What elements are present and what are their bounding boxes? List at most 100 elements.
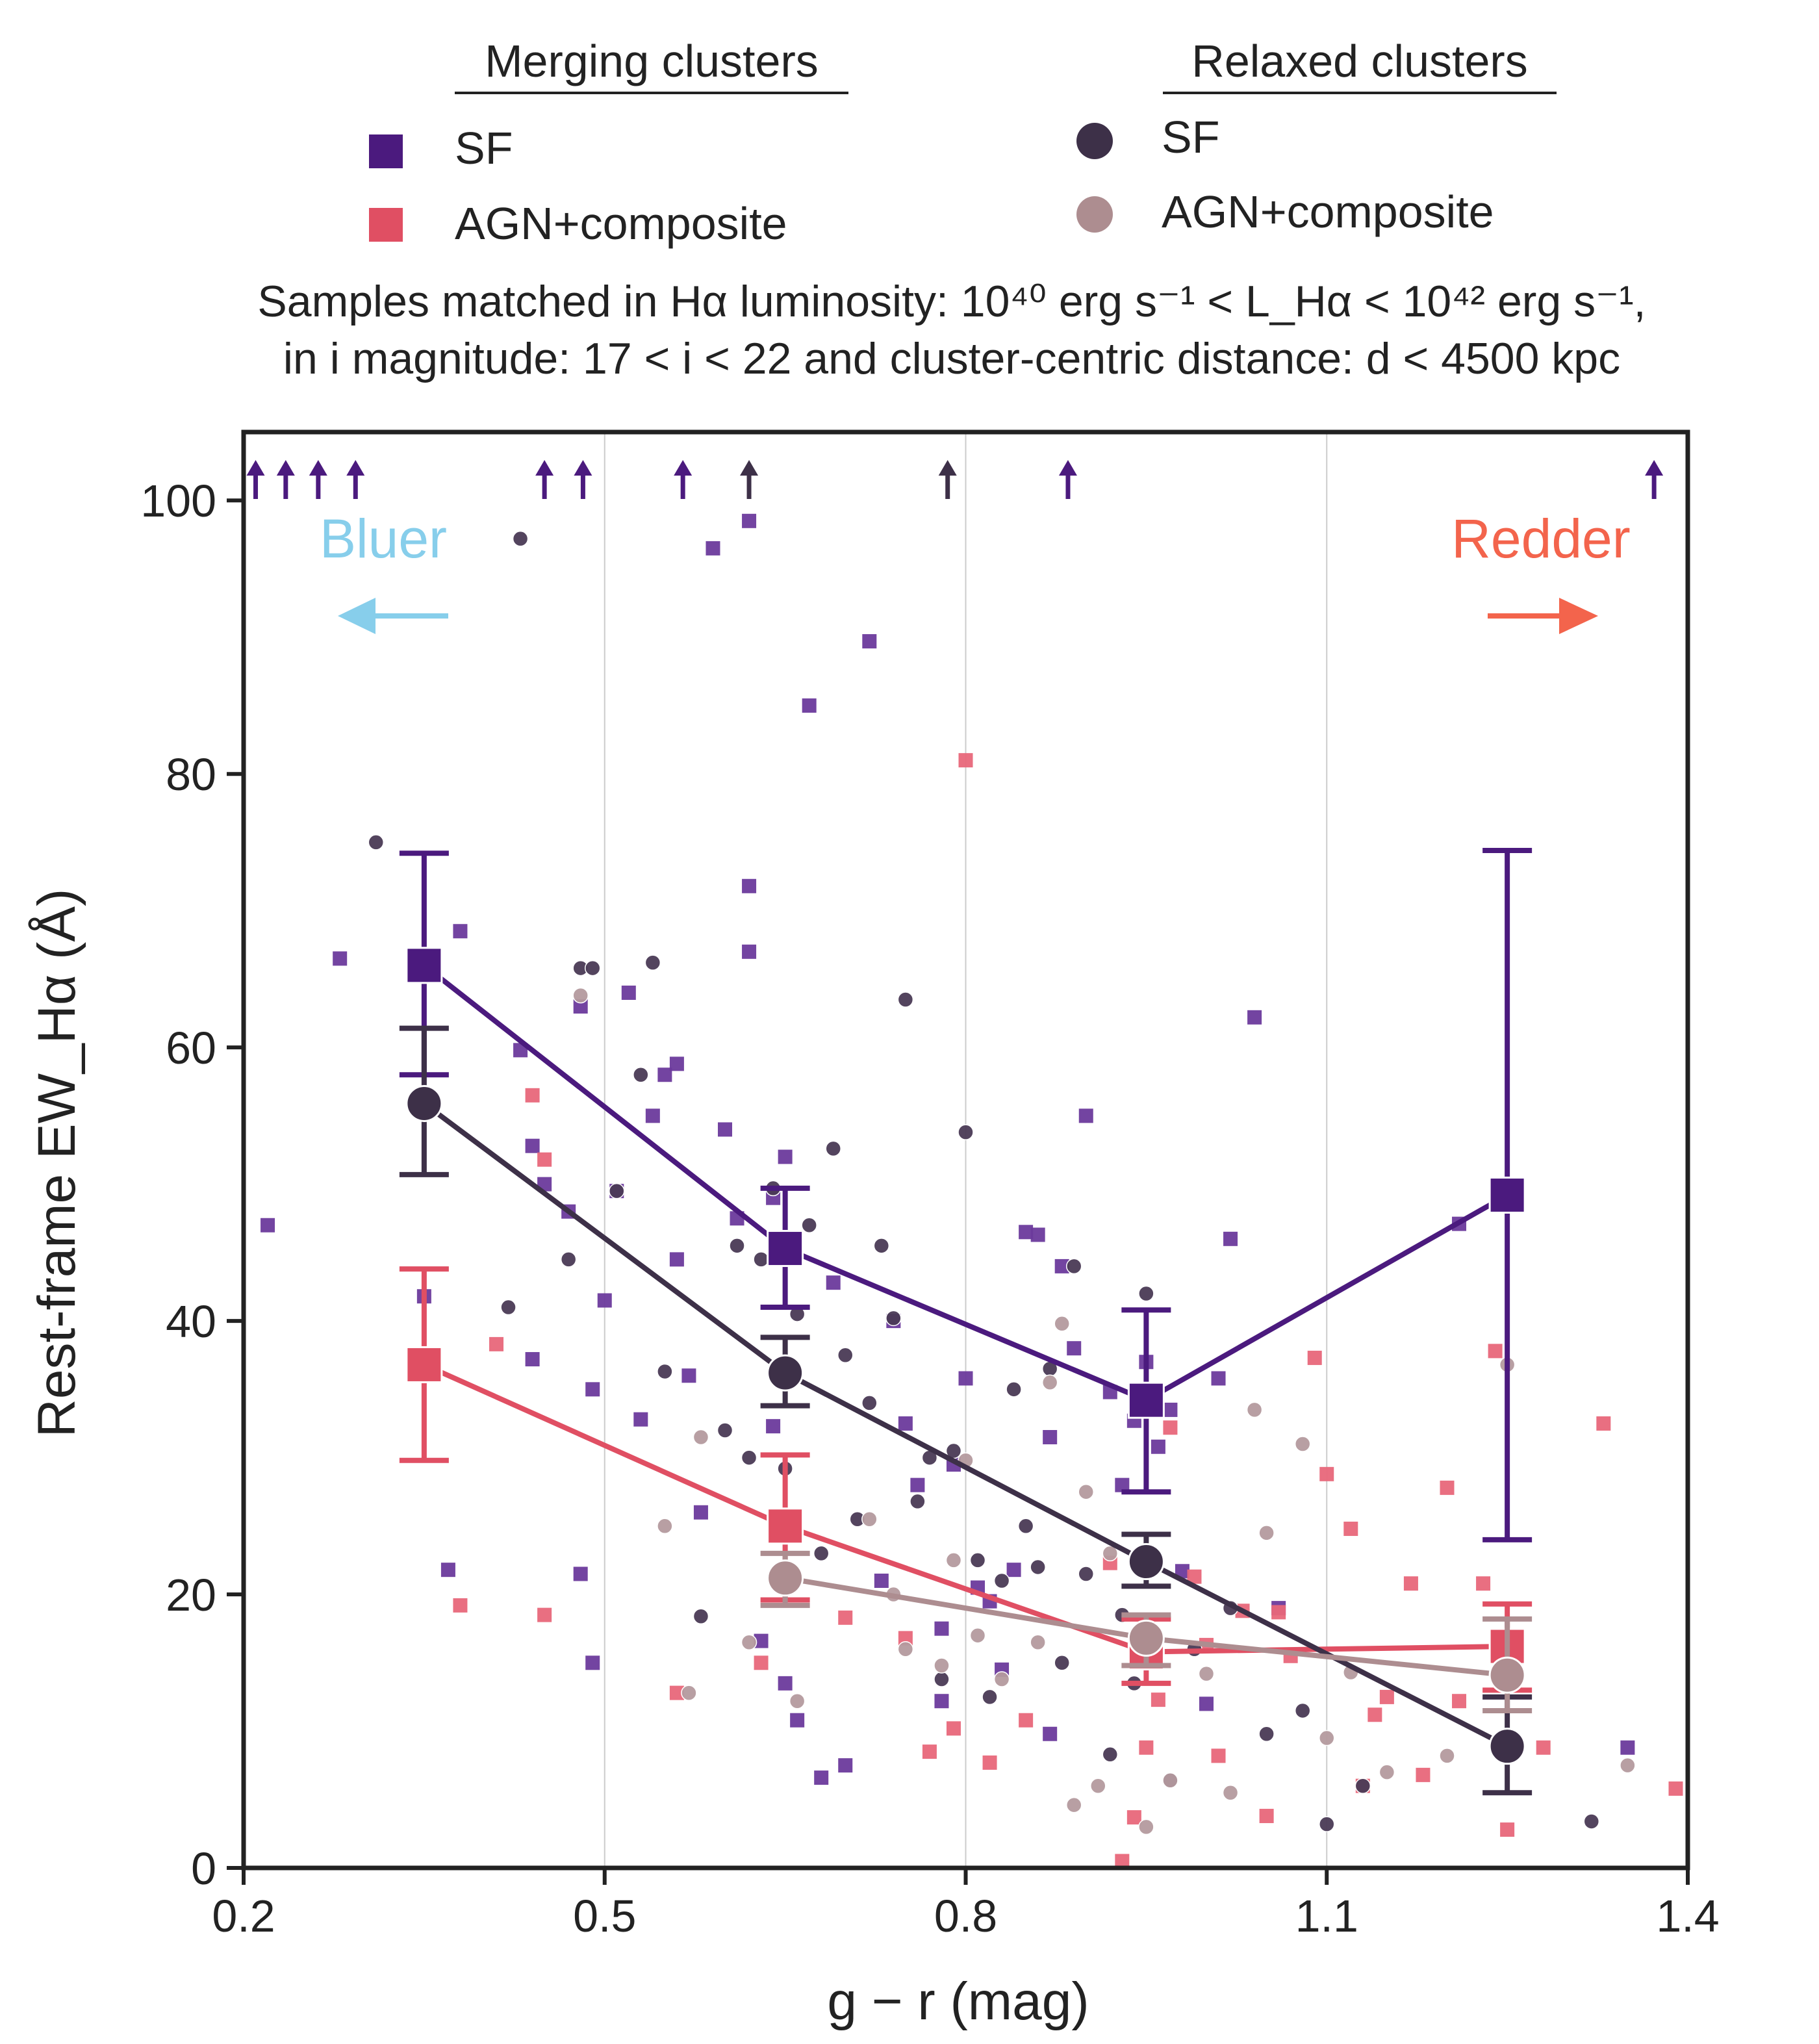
scatter-point-relaxed-sf — [993, 1572, 1010, 1589]
scatter-point-relaxed-agn — [1620, 1757, 1636, 1774]
series-marker — [405, 1084, 443, 1122]
scatter-point-relaxed-sf — [934, 1671, 950, 1687]
scatter-point-relaxed-agn — [741, 1634, 757, 1650]
upper-limit-arrow — [574, 460, 592, 499]
scatter-point-relaxed-sf — [1054, 1655, 1070, 1671]
upper-limit-arrow-head — [674, 460, 693, 476]
scatter-point-merging-sf — [657, 1067, 672, 1082]
scatter-point-merging-sf — [1054, 1258, 1069, 1273]
scatter-point-merging-sf — [814, 1770, 829, 1785]
scatter-point-merging-sf — [585, 1382, 600, 1397]
series-line — [422, 1101, 1508, 1749]
scatter-point-merging-agn — [537, 1607, 552, 1622]
legend-label-merging-agn: AGN+composite — [455, 198, 787, 249]
scatter-point-merging-agn — [1476, 1576, 1491, 1591]
upper-limit-arrow — [1645, 460, 1664, 499]
x-tick-label: 1.4 — [1656, 1891, 1719, 1941]
scatter-point-relaxed-agn — [1246, 1401, 1263, 1418]
scatter-point-merging-sf — [573, 999, 588, 1014]
scatter-point-relaxed-agn — [1030, 1634, 1046, 1650]
scatter-point-merging-sf — [261, 1218, 275, 1233]
scatter-point-relaxed-sf — [1138, 1285, 1154, 1302]
scatter-point-merging-sf — [633, 1412, 648, 1427]
scatter-point-relaxed-sf — [910, 1493, 926, 1510]
scatter-point-merging-sf — [826, 1275, 841, 1290]
scatter-point-relaxed-agn — [1138, 1819, 1154, 1835]
scatter-point-merging-agn — [1416, 1767, 1431, 1782]
upper-limit-arrow-head — [535, 460, 554, 476]
scatter-point-relaxed-agn — [993, 1671, 1010, 1687]
scatter-point-merging-sf — [693, 1505, 708, 1520]
scatter-point-relaxed-agn — [1162, 1772, 1178, 1789]
scatter-point-merging-sf — [874, 1574, 889, 1588]
scatter-point-relaxed-sf — [982, 1689, 998, 1705]
scatter-point-merging-sf — [1163, 1402, 1178, 1417]
scatter-point-merging-agn — [922, 1744, 937, 1759]
scatter-point-relaxed-sf — [885, 1310, 902, 1327]
scatter-point-merging-agn — [1019, 1713, 1034, 1728]
scatter-point-merging-sf — [597, 1293, 612, 1308]
scatter-point-merging-sf — [838, 1758, 853, 1773]
scatter-point-merging-sf — [1067, 1341, 1082, 1356]
upper-limit-arrow-head — [309, 460, 327, 476]
scatter-point-merging-agn — [838, 1610, 853, 1625]
scatter-point-relaxed-sf — [861, 1395, 878, 1411]
scatter-point-relaxed-sf — [368, 834, 385, 850]
scatter-point-relaxed-agn — [1198, 1665, 1215, 1682]
upper-limit-arrow-head — [346, 460, 365, 476]
upper-limit-arrow — [740, 460, 759, 499]
upper-limit-arrow — [346, 460, 365, 499]
scatter-point-merging-sf — [1043, 1726, 1058, 1741]
scatter-point-merging-agn — [1151, 1693, 1165, 1707]
scatter-point-merging-sf — [742, 878, 757, 893]
scatter-point-relaxed-sf — [609, 1182, 625, 1199]
scatter-point-relaxed-agn — [1090, 1778, 1106, 1794]
upper-limit-arrows — [246, 460, 1664, 499]
series-marker — [1488, 1176, 1526, 1214]
scatter-point-merging-sf — [1620, 1740, 1635, 1755]
scatter-point-merging-sf — [1247, 1010, 1262, 1025]
scatter-point-relaxed-agn — [1078, 1483, 1094, 1500]
scatter-point-merging-agn — [669, 1685, 684, 1700]
scatter-point-merging-sf — [525, 1138, 540, 1153]
scatter-point-merging-agn — [1500, 1822, 1515, 1837]
scatter-point-relaxed-agn — [693, 1429, 709, 1446]
scatter-point-merging-sf — [1006, 1563, 1021, 1578]
scatter-point-merging-sf — [669, 1056, 684, 1071]
scatter-point-relaxed-agn — [681, 1685, 697, 1701]
scatter-point-relaxed-sf — [1017, 1518, 1034, 1535]
legend-marker-relaxed-sf — [1076, 123, 1113, 159]
series-marker — [767, 1559, 804, 1597]
annotation-redder-text: Redder — [1451, 508, 1631, 569]
series-marker — [1127, 1381, 1165, 1419]
scatter-point-relaxed-sf — [500, 1299, 516, 1316]
upper-limit-arrow-head — [276, 460, 295, 476]
scatter-point-relaxed-sf — [633, 1066, 649, 1083]
scatter-point-relaxed-sf — [801, 1217, 817, 1234]
scatter-point-merging-sf — [718, 1122, 732, 1137]
chart-title-line-2: in i magnitude: 17 < i < 22 and cluster-… — [283, 334, 1620, 383]
scatter-point-relaxed-sf — [644, 954, 661, 971]
upper-limit-arrow — [535, 460, 554, 499]
scatter-point-merging-sf — [1030, 1227, 1045, 1242]
scatter-point-merging-agn — [525, 1088, 540, 1103]
scatter-point-merging-agn — [1319, 1466, 1334, 1481]
annotation-bluer-text: Bluer — [320, 508, 447, 569]
upper-limit-arrow — [309, 460, 327, 499]
scatter-point-relaxed-sf — [717, 1422, 733, 1438]
scatter-point-relaxed-sf — [1102, 1746, 1119, 1763]
series-marker — [405, 947, 443, 984]
scatter-point-relaxed-agn — [897, 1641, 914, 1657]
scatter-point-relaxed-agn — [1041, 1374, 1058, 1391]
series-marker — [1488, 1728, 1526, 1765]
scatter-point-relaxed-sf — [1258, 1726, 1275, 1742]
legend-label-relaxed-agn: AGN+composite — [1162, 186, 1494, 237]
scatter-point-merging-agn — [958, 753, 973, 768]
scatter-point-merging-agn — [1139, 1740, 1154, 1755]
scatter-point-relaxed-agn — [1294, 1436, 1311, 1452]
scatter-point-relaxed-sf — [958, 1124, 974, 1140]
annotation-redder-arrow — [1488, 598, 1598, 634]
upper-limit-arrow — [276, 460, 295, 499]
scatter-point-merging-sf — [333, 951, 348, 966]
scatter-point-relaxed-sf — [657, 1363, 673, 1380]
